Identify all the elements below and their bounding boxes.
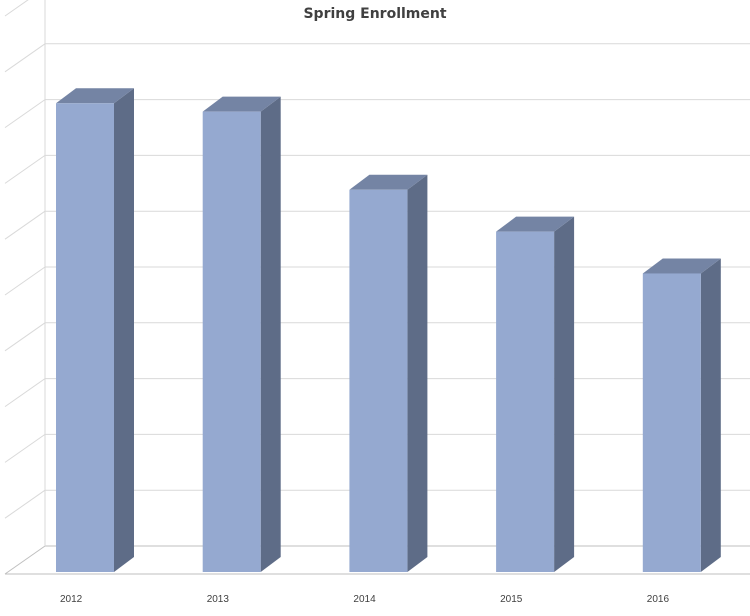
bar-front-face (642, 273, 701, 572)
side-wall-gridline (4, 43, 46, 73)
side-wall-gridline (4, 433, 46, 463)
bar-2012 (56, 88, 134, 572)
x-tick-label: 2012 (60, 594, 83, 605)
bar-front-face (56, 103, 114, 572)
side-wall-gridline (4, 210, 46, 240)
bar-side-face (554, 216, 575, 572)
bar-front-face (349, 189, 408, 572)
floor-side-edge (4, 545, 46, 575)
bar-side-face (700, 258, 721, 572)
side-wall-gridline (4, 378, 46, 408)
side-wall-gridline (4, 322, 46, 352)
bar-top-face (496, 216, 575, 232)
side-wall-gridline (4, 489, 46, 519)
bars (56, 88, 721, 573)
x-axis-labels: 2012 2013 2014 2015 2016 (60, 594, 669, 605)
x-tick-label: 2015 (500, 594, 523, 605)
side-wall-gridline (4, 0, 29, 17)
bar-front-face (496, 231, 555, 572)
bar-2014 (349, 174, 428, 572)
bar-side-face (260, 96, 281, 573)
side-wall-gridline (4, 266, 46, 296)
bar-2013 (202, 96, 281, 573)
bar-top-face (349, 174, 428, 190)
side-wall-gridline (4, 154, 46, 184)
chart-title: Spring Enrollment (303, 6, 447, 22)
bar-2016 (642, 258, 721, 572)
x-tick-label: 2013 (207, 594, 230, 605)
bar-side-face (114, 88, 134, 572)
bar-2015 (496, 216, 575, 572)
bar-top-face (56, 88, 134, 104)
bar-top-face (642, 258, 721, 274)
side-wall-gridline (4, 99, 46, 129)
bar-side-face (407, 174, 428, 572)
bar-top-face (202, 96, 281, 112)
x-tick-label: 2016 (647, 594, 670, 605)
bar-front-face (202, 111, 261, 573)
x-tick-label: 2014 (353, 594, 376, 605)
